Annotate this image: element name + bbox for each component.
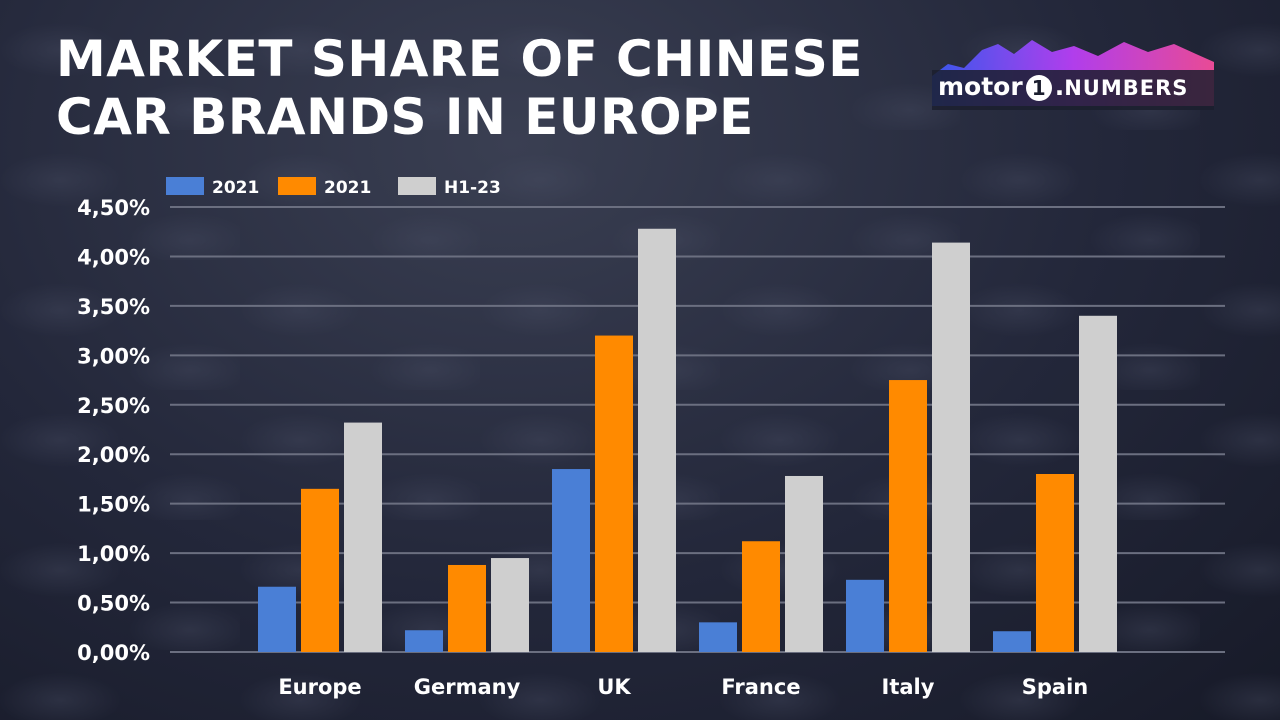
legend-label: 2021 xyxy=(212,178,259,198)
chart-title: MARKET SHARE OF CHINESE CAR BRANDS IN EU… xyxy=(56,30,863,146)
bar-france-series-1 xyxy=(699,622,737,652)
bar-europe-series-2 xyxy=(301,488,339,652)
logo-digit: 1 xyxy=(1025,75,1052,101)
bar-italy-series-3 xyxy=(932,242,970,652)
bar-spain-series-3 xyxy=(1079,315,1117,652)
legend-label: 2021 xyxy=(324,178,371,198)
x-category-label: France xyxy=(721,675,800,699)
y-tick-label: 0,50% xyxy=(77,592,150,616)
y-tick-label: 2,00% xyxy=(77,443,150,467)
bar-italy-series-1 xyxy=(846,579,884,652)
bar-spain-series-1 xyxy=(993,631,1031,652)
legend-swatch xyxy=(278,177,316,195)
bar-italy-series-2 xyxy=(889,380,927,652)
legend-swatch xyxy=(166,177,204,195)
bar-europe-series-3 xyxy=(344,422,382,652)
x-category-label: Italy xyxy=(882,675,935,699)
bar-spain-series-2 xyxy=(1036,474,1074,652)
y-tick-label: 2,50% xyxy=(77,394,150,418)
logo-wordmark: motor 1 .NUMBERS xyxy=(938,72,1189,101)
y-tick-label: 3,50% xyxy=(77,295,150,319)
y-tick-label: 0,00% xyxy=(77,641,150,665)
title-line-1: MARKET SHARE OF CHINESE xyxy=(56,30,863,88)
x-category-label: UK xyxy=(597,675,631,699)
y-tick-label: 1,00% xyxy=(77,542,150,566)
y-tick-label: 1,50% xyxy=(77,493,150,517)
legend-label: H1-23 xyxy=(444,178,501,198)
x-category-label: Spain xyxy=(1022,675,1088,699)
y-tick-label: 4,50% xyxy=(77,196,150,220)
y-tick-label: 3,00% xyxy=(77,344,150,368)
bar-germany-series-3 xyxy=(491,558,529,652)
y-tick-label: 4,00% xyxy=(77,245,150,269)
bar-france-series-2 xyxy=(742,541,780,652)
title-line-2: CAR BRANDS IN EUROPE xyxy=(56,88,754,146)
x-category-label: Germany xyxy=(414,675,521,699)
bar-germany-series-1 xyxy=(405,630,443,652)
legend-swatch xyxy=(398,177,436,195)
bar-uk-series-3 xyxy=(638,228,676,652)
bar-uk-series-2 xyxy=(595,335,633,652)
bar-germany-series-2 xyxy=(448,564,486,652)
motor1-logo xyxy=(932,40,1214,110)
bar-france-series-3 xyxy=(785,475,823,652)
bar-uk-series-1 xyxy=(552,469,590,652)
bar-europe-series-1 xyxy=(258,586,296,652)
x-category-label: Europe xyxy=(278,675,361,699)
